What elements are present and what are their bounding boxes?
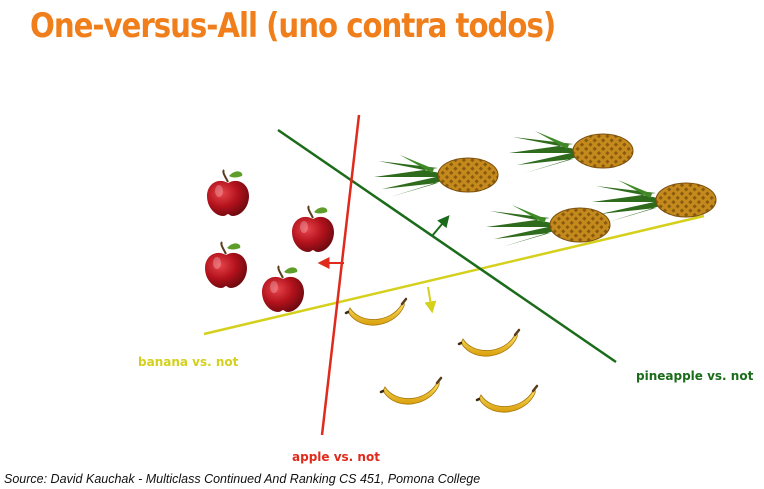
pineapple-icon: [508, 130, 634, 174]
apple-icon: [206, 169, 250, 217]
banana-icon: [344, 297, 408, 327]
apple-boundary-line: [320, 114, 361, 436]
pineapple-icon: [373, 154, 499, 198]
apple-icon: [291, 205, 335, 253]
banana-direction-arrow: [424, 286, 437, 314]
banana-classifier-label: banana vs. not: [138, 355, 239, 369]
banana-icon: [379, 376, 443, 406]
apple-icon: [261, 265, 305, 313]
pineapple-classifier-label: pineapple vs. not: [636, 369, 754, 383]
apple-classifier-label: apple vs. not: [292, 450, 380, 464]
pineapple-icon: [591, 179, 717, 223]
pineapple-direction-arrow: [431, 215, 450, 237]
banana-icon: [475, 384, 539, 414]
banana-boundary-line: [203, 214, 705, 336]
pineapple-boundary-line: [277, 128, 617, 364]
pineapple-icon: [485, 204, 611, 248]
source-citation: Source: David Kauchak - Multiclass Conti…: [4, 472, 481, 486]
apple-icon: [204, 241, 248, 289]
slide-title: One-versus-All (uno contra todos): [30, 6, 556, 46]
banana-icon: [457, 328, 521, 358]
